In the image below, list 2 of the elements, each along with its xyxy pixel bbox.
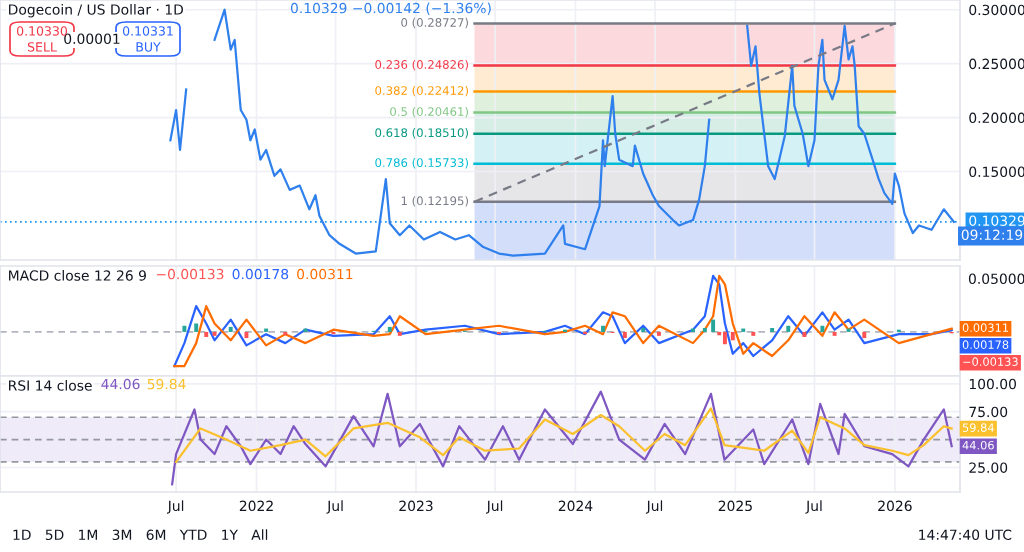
line-series [174, 407, 953, 463]
line-series [171, 390, 953, 486]
